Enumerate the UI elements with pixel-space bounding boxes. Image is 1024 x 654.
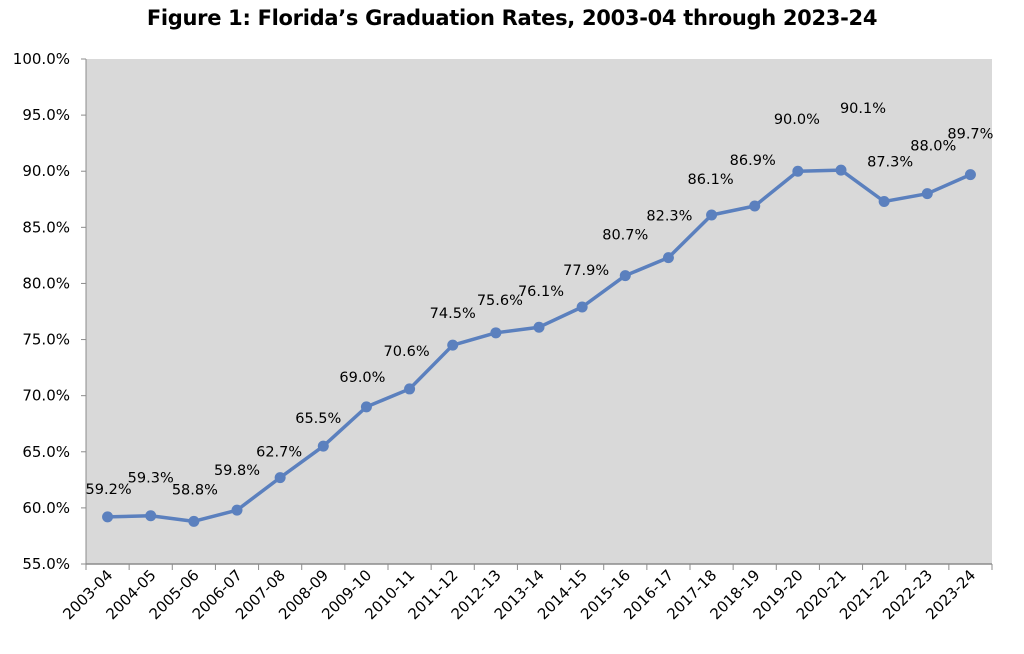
y-tick-label: 100.0% [13, 50, 70, 68]
y-tick-label: 90.0% [22, 162, 70, 180]
data-point [576, 301, 588, 313]
data-point [102, 511, 114, 523]
data-label: 77.9% [563, 263, 609, 279]
y-tick-label: 75.0% [22, 331, 70, 349]
y-tick-label: 85.0% [22, 218, 70, 236]
y-tick-label: 70.0% [22, 387, 70, 405]
data-label: 88.0% [910, 139, 956, 155]
data-label: 87.3% [867, 155, 913, 171]
data-point [878, 196, 890, 208]
y-tick-label: 55.0% [22, 555, 70, 573]
data-label: 59.2% [86, 482, 132, 498]
data-point [360, 401, 372, 413]
data-label: 62.7% [256, 445, 302, 461]
data-point [231, 504, 243, 516]
data-point [274, 472, 286, 484]
data-point [317, 440, 329, 452]
data-point [533, 321, 545, 333]
y-tick-label: 60.0% [22, 499, 70, 517]
data-point [749, 200, 761, 212]
data-label: 58.8% [172, 482, 218, 498]
data-point [404, 383, 416, 395]
data-label: 74.5% [430, 306, 476, 322]
data-label: 65.5% [295, 411, 341, 427]
data-label: 86.1% [688, 172, 734, 188]
chart-title: Figure 1: Florida’s Graduation Rates, 20… [146, 6, 878, 30]
data-label: 59.3% [128, 471, 174, 487]
data-point [188, 515, 200, 527]
y-tick-label: 95.0% [22, 106, 70, 124]
data-point [490, 327, 502, 339]
data-point [921, 188, 933, 200]
data-point [619, 270, 631, 282]
data-point [145, 510, 157, 522]
data-label: 59.8% [214, 463, 260, 479]
data-point [792, 165, 804, 177]
data-point [964, 169, 976, 181]
data-label: 80.7% [602, 228, 648, 244]
data-label: 86.9% [730, 153, 776, 169]
data-label: 82.3% [646, 209, 692, 225]
y-tick-label: 80.0% [22, 274, 70, 292]
y-tick-label: 65.0% [22, 443, 70, 461]
data-point [706, 209, 718, 221]
data-label: 70.6% [384, 344, 430, 360]
data-point [447, 339, 459, 351]
data-point [662, 252, 674, 264]
data-label: 90.1% [840, 101, 886, 117]
data-label: 69.0% [339, 370, 385, 386]
plot-area [86, 59, 992, 564]
data-point [835, 164, 847, 176]
data-label: 76.1% [518, 284, 564, 300]
data-label: 89.7% [947, 127, 993, 143]
data-label: 90.0% [774, 112, 820, 128]
data-label: 75.6% [477, 293, 523, 309]
